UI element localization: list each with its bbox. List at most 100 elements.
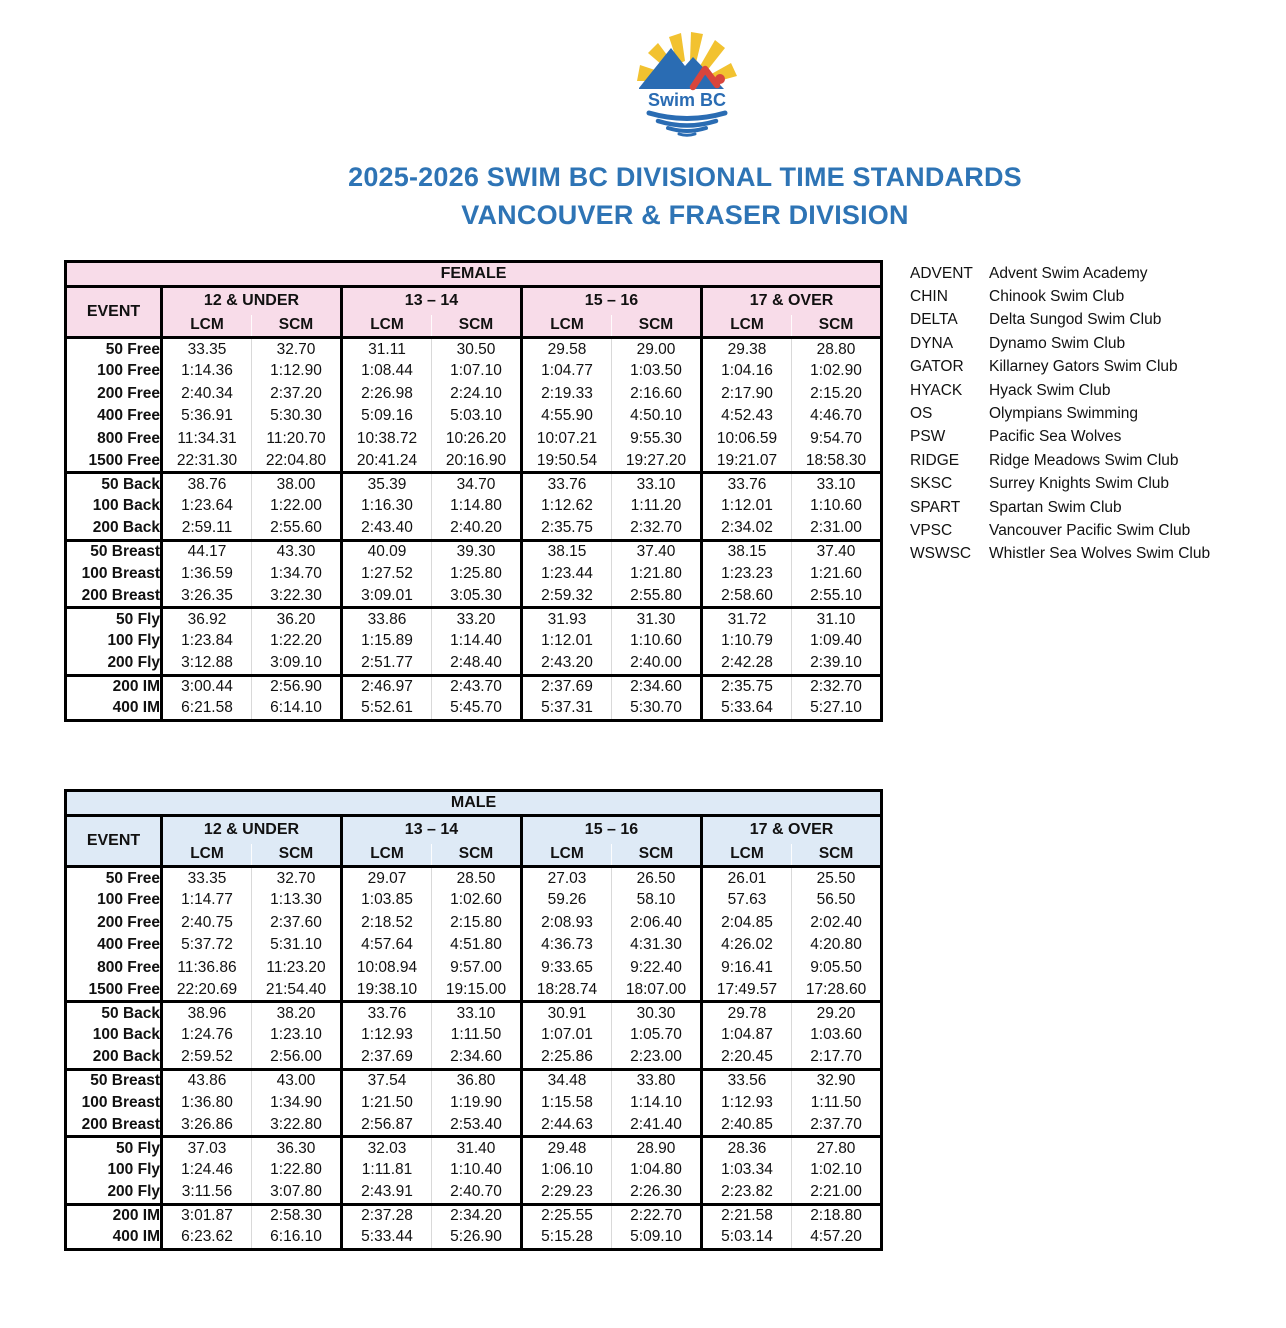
time-cell: 27.03 (520, 865, 612, 889)
time-cell: 3:11.56 (160, 1181, 252, 1204)
time-cell: 43.30 (251, 538, 342, 563)
legend-row: PSW Pacific Sea Wolves (910, 426, 1210, 449)
time-cell: 2:43.40 (340, 517, 432, 540)
time-cell: 4:50.10 (611, 405, 702, 428)
event-label: 800 Free (65, 956, 163, 979)
time-cell: 5:33.64 (700, 697, 792, 720)
time-cell: 33.10 (431, 1000, 522, 1024)
time-cell: 32.70 (251, 865, 342, 889)
event-label: 100 Free (65, 360, 163, 383)
time-cell: 29.58 (520, 336, 612, 360)
time-cell: 33.20 (431, 606, 522, 630)
table-row: 1500 Free 22:31.30 22:04.80 20:41.24 20:16.9… (65, 450, 882, 473)
time-cell: 2:48.40 (431, 652, 522, 675)
age-group-header: 17 & OVER (699, 815, 882, 844)
table-row: 400 Free 5:36.91 5:30.30 5:09.16 5:03.10 4:55… (65, 405, 882, 428)
time-cell: 11:20.70 (251, 427, 342, 450)
legend-row: HYACK Hyack Swim Club (910, 379, 1210, 402)
time-cell: 2:40.34 (160, 382, 252, 405)
time-cell: 1:12.62 (520, 495, 612, 518)
age-group-header: 17 & OVER (699, 286, 882, 315)
time-cell: 31.72 (700, 606, 792, 630)
time-cell: 56.50 (790, 889, 882, 912)
time-cell: 3:09.01 (340, 585, 432, 608)
time-cell: 1:11.50 (790, 1091, 882, 1114)
time-cell: 37.03 (160, 1135, 252, 1159)
time-cell: 2:21.58 (700, 1202, 792, 1227)
time-cell: 29.07 (340, 865, 432, 889)
time-cell: 1:21.80 (611, 562, 702, 585)
time-cell: 29.78 (700, 1000, 792, 1024)
time-cell: 1:14.10 (611, 1091, 702, 1114)
time-cell: 1:10.60 (790, 495, 882, 518)
male-standards-table: MALE EVENT 12 & UNDER 13 – 14 15 – 16 17 & OV… (64, 789, 884, 1251)
time-cell: 9:33.65 (520, 956, 612, 979)
course-header: LCM (340, 314, 432, 339)
female-table-container: FEMALE EVENT 12 & UNDER 13 – 14 15 – 16 17 & … (64, 260, 884, 722)
time-cell: 2:22.70 (611, 1202, 702, 1227)
time-cell: 1:14.40 (431, 630, 522, 653)
time-cell: 10:08.94 (340, 956, 432, 979)
time-cell: 1:13.30 (251, 889, 342, 912)
club-name: Pacific Sea Wolves (989, 428, 1122, 446)
time-cell: 2:26.30 (611, 1181, 702, 1204)
event-label: 50 Breast (65, 538, 163, 563)
time-cell: 5:37.72 (160, 934, 252, 957)
time-cell: 5:52.61 (340, 697, 432, 720)
time-cell: 1:12.01 (520, 630, 612, 653)
time-cell: 1:36.80 (160, 1091, 252, 1114)
time-cell: 1:02.90 (790, 360, 882, 383)
course-header: LCM (520, 843, 612, 868)
time-cell: 29.20 (790, 1000, 882, 1024)
event-label: 100 Fly (65, 630, 163, 653)
time-cell: 2:46.97 (340, 673, 432, 698)
time-cell: 2:02.40 (790, 911, 882, 934)
course-header: SCM (251, 843, 342, 868)
club-code: HYACK (910, 381, 963, 399)
time-cell: 1:04.77 (520, 360, 612, 383)
time-cell: 2:58.60 (700, 585, 792, 608)
time-cell: 10:06.59 (700, 427, 792, 450)
time-cell: 5:30.30 (251, 405, 342, 428)
event-label: 200 Fly (65, 652, 163, 675)
club-code: RIDGE (910, 451, 960, 469)
legend-row: RIDGE Ridge Meadows Swim Club (910, 449, 1210, 472)
time-cell: 10:38.72 (340, 427, 432, 450)
time-cell: 18:07.00 (611, 979, 702, 1002)
time-cell: 2:43.20 (520, 652, 612, 675)
time-cell: 2:58.30 (251, 1202, 342, 1227)
time-cell: 33.35 (160, 336, 252, 360)
table-row: 100 Breast 1:36.80 1:34.90 1:21.50 1:19.90 1:… (65, 1091, 882, 1114)
time-cell: 2:44.63 (520, 1114, 612, 1137)
time-cell: 30.91 (520, 1000, 612, 1024)
event-label: 400 IM (65, 1226, 163, 1249)
table-row: 100 Fly 1:23.84 1:22.20 1:15.89 1:14.40 1:12.… (65, 630, 882, 653)
time-cell: 5:03.14 (700, 1226, 792, 1249)
time-cell: 20:16.90 (431, 450, 522, 473)
event-label: 200 IM (65, 673, 163, 698)
time-cell: 1:14.77 (160, 889, 252, 912)
club-name: Killarney Gators Swim Club (989, 358, 1178, 376)
time-cell: 2:37.20 (251, 382, 342, 405)
time-cell: 2:19.33 (520, 382, 612, 405)
logo-wordmark: Swim BC (648, 90, 726, 110)
time-cell: 1:04.16 (700, 360, 792, 383)
table-row: 400 Free 5:37.72 5:31.10 4:57.64 4:51.80 4:36… (65, 934, 882, 957)
club-code: VPSC (910, 521, 953, 539)
event-label: 200 Free (65, 911, 163, 934)
time-cell: 32.03 (340, 1135, 432, 1159)
time-cell: 29.38 (700, 336, 792, 360)
time-cell: 21:54.40 (251, 979, 342, 1002)
club-name: Surrey Knights Swim Club (989, 475, 1170, 493)
event-label: 200 Back (65, 1046, 163, 1069)
age-group-header: 12 & UNDER (160, 286, 342, 315)
time-cell: 4:57.64 (340, 934, 432, 957)
time-cell: 31.11 (340, 336, 432, 360)
table-row: 50 Fly 36.92 36.20 33.86 33.20 31.93 31.30 31.7… (65, 606, 882, 630)
event-label: 100 Back (65, 495, 163, 518)
time-cell: 2:43.91 (340, 1181, 432, 1204)
time-cell: 4:36.73 (520, 934, 612, 957)
time-cell: 31.10 (790, 606, 882, 630)
time-cell: 1:11.50 (431, 1024, 522, 1047)
time-cell: 2:20.45 (700, 1046, 792, 1069)
